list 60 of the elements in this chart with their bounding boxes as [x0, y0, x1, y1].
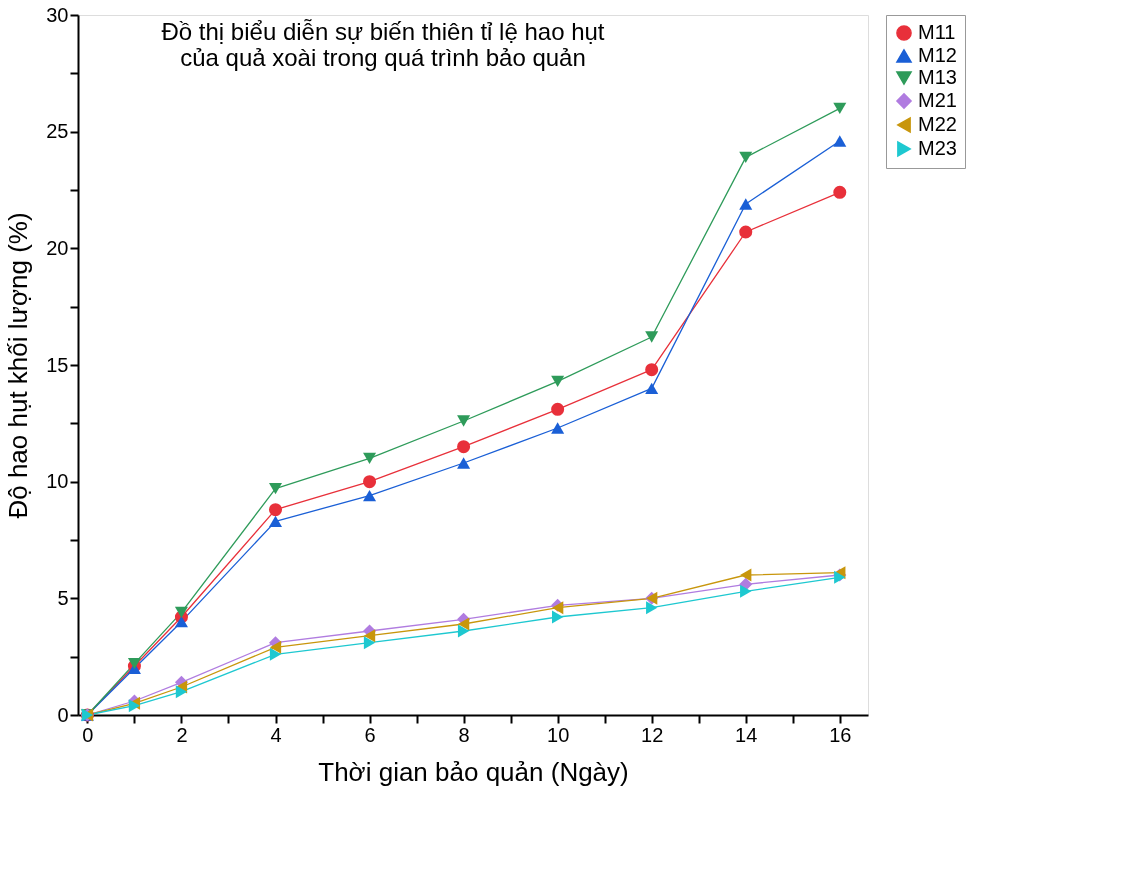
point	[833, 135, 847, 147]
text: Đồ thị biểu diễn sự biến thiên tỉ lệ hao hụt	[161, 18, 605, 45]
point	[174, 616, 188, 628]
x-tick-label: 8	[458, 723, 470, 746]
point	[739, 198, 753, 210]
point	[551, 402, 565, 416]
point	[363, 475, 377, 489]
y-tick-label: 5	[57, 586, 69, 609]
point	[645, 382, 659, 394]
point	[457, 624, 470, 638]
point	[174, 606, 188, 618]
point	[740, 568, 752, 582]
y-tick-label: 10	[46, 470, 69, 493]
point	[268, 515, 283, 527]
x-tick-label: 6	[364, 723, 376, 746]
point	[363, 629, 376, 643]
x-tick-label: 10	[547, 723, 570, 746]
point	[175, 685, 188, 699]
y-tick-label: 0	[57, 703, 69, 726]
point	[457, 617, 470, 631]
text: của quả xoài trong quá trình bảo quản	[180, 44, 586, 71]
point	[551, 375, 565, 387]
x-tick-label: 0	[82, 723, 94, 746]
point	[833, 102, 847, 114]
legend-label: M12	[918, 44, 957, 66]
point	[269, 647, 282, 661]
point	[739, 151, 753, 163]
point	[457, 457, 471, 469]
point	[645, 363, 659, 377]
point	[269, 640, 282, 654]
point	[268, 483, 283, 495]
legend-label: M22	[918, 113, 957, 135]
y-tick-label: 20	[46, 236, 69, 259]
point	[645, 331, 659, 343]
legend-label: M21	[918, 89, 957, 111]
point	[363, 490, 377, 502]
legend-label: M13	[918, 66, 957, 88]
x-tick-label: 2	[176, 723, 188, 746]
y-tick-label: 15	[46, 353, 69, 376]
x-tick-label: 4	[270, 723, 282, 746]
point	[551, 422, 565, 434]
x-tick-label: 12	[641, 723, 664, 746]
x-tick-label: 14	[735, 723, 758, 746]
point	[833, 185, 847, 199]
x-tick-label: 16	[829, 723, 852, 746]
legend-label: M11	[918, 21, 956, 43]
point	[740, 584, 752, 598]
x-axis-title: Thời gian bảo quản (Ngày)	[318, 756, 629, 787]
y-axis-title: Độ hao hụt khối lượng (%)	[3, 212, 34, 519]
point	[457, 415, 471, 427]
point	[739, 225, 753, 239]
point	[268, 503, 283, 517]
point	[457, 440, 471, 454]
point	[363, 636, 376, 650]
legend-label: M23	[918, 137, 957, 159]
point	[552, 610, 564, 624]
point	[363, 452, 377, 464]
y-tick-label: 25	[46, 120, 69, 143]
point	[646, 601, 658, 615]
y-tick-label: 30	[46, 3, 69, 26]
